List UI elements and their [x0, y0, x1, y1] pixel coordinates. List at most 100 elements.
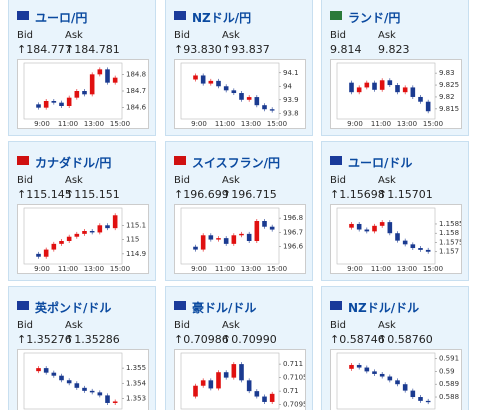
candle [231, 90, 237, 94]
ask-value: ↑1.15701 [378, 188, 433, 201]
candle [105, 395, 110, 403]
y-tick-label: 1.1575 [439, 238, 461, 246]
candle [410, 390, 416, 398]
candle [349, 223, 354, 228]
ask-label: Ask [65, 30, 83, 41]
candle [208, 80, 214, 84]
y-tick-label: 93.8 [283, 109, 299, 117]
candle [89, 74, 95, 95]
candle [349, 82, 354, 93]
y-tick-label: 9.82 [439, 93, 455, 101]
pair-name[interactable]: ユーロ/ドル [348, 156, 413, 170]
bid-value: ↑93.830 [174, 43, 222, 56]
plot-frame [336, 62, 436, 120]
y-tick-label: 196.7 [283, 228, 303, 236]
candle [364, 82, 370, 88]
candle [216, 238, 221, 240]
x-tick-label: 13:00 [241, 120, 261, 128]
pair-name[interactable]: スイスフラン/円 [192, 156, 281, 170]
flag-icon [174, 156, 186, 165]
candle [246, 380, 252, 392]
y-tick-label: 1.353 [126, 394, 146, 402]
candle [387, 222, 393, 234]
candle [349, 364, 354, 369]
x-tick-label: 9:00 [191, 120, 207, 128]
bid-label: Bid [17, 175, 33, 186]
candle [112, 215, 118, 229]
pair-name[interactable]: NZドル/円 [192, 11, 252, 25]
chart-box: 94.1 94 93.9 93.8 9:00 11:00 13:00 15:00 [174, 59, 306, 129]
candle [372, 371, 377, 374]
pair-name[interactable]: ユーロ/円 [35, 11, 88, 25]
y-tick-label: 115.1 [126, 221, 146, 229]
ask-value: ↑115.151 [65, 188, 120, 201]
candle [51, 243, 57, 250]
candle [66, 236, 72, 241]
y-tick-label: 0.591 [439, 355, 459, 363]
bid-value: ↑1.35276 [17, 333, 72, 346]
bid-label: Bid [174, 320, 190, 331]
x-tick-label: 9:00 [347, 120, 363, 128]
candle [43, 368, 49, 373]
candle [269, 109, 275, 111]
candle [200, 380, 206, 386]
y-tick-label: 196.6 [283, 243, 304, 251]
flag-icon [17, 301, 29, 310]
mini-chart: 94.1 94 93.9 93.8 9:00 11:00 13:00 15:00 [180, 62, 299, 128]
candle [379, 222, 385, 226]
candle [364, 367, 370, 372]
x-tick-label: 15:00 [110, 265, 130, 273]
ask-label: Ask [378, 175, 396, 186]
flag-icon [17, 156, 29, 165]
pair-name[interactable]: カナダドル/円 [35, 156, 112, 170]
x-tick-label: 11:00 [371, 120, 391, 128]
y-tick-label: 93.9 [283, 96, 299, 104]
pair-name[interactable]: 英ポンド/ドル [35, 301, 112, 315]
bid-value: ↑1.15698 [330, 188, 385, 201]
candle [262, 105, 267, 110]
candle [82, 91, 87, 95]
x-tick-label: 11:00 [58, 265, 78, 273]
x-tick-label: 13:00 [397, 120, 417, 128]
y-tick-label: 0.7105 [283, 374, 305, 382]
ask-label: Ask [378, 320, 396, 331]
candle [208, 380, 214, 389]
candle [418, 248, 423, 250]
candle [262, 396, 267, 402]
bid-label: Bid [174, 30, 190, 41]
bid-label: Bid [330, 175, 346, 186]
pair-name[interactable]: 豪ドル/ドル [192, 301, 257, 315]
candle [193, 385, 198, 397]
candle [254, 221, 260, 241]
flag-icon [174, 301, 186, 310]
candle [231, 364, 237, 378]
candle [82, 231, 87, 234]
bid-label: Bid [330, 30, 346, 41]
rate-tile: ユーロ/円 Bid Ask ↑184.777 ↑184.781 184.8 184.7 184… [8, 0, 156, 136]
bid-value: 9.814 [330, 43, 362, 56]
x-tick-label: 9:00 [34, 120, 50, 128]
y-tick-label: 9.83 [439, 69, 455, 77]
candle [387, 80, 393, 86]
y-tick-label: 1.157 [439, 248, 459, 256]
x-tick-label: 13:00 [84, 265, 104, 273]
candle [356, 223, 362, 230]
flag-icon [330, 156, 342, 165]
candle [51, 372, 57, 376]
ask-value: ↑0.58760 [378, 333, 433, 346]
pair-name[interactable]: ランド/円 [348, 11, 401, 25]
candle [231, 235, 237, 244]
candle [74, 233, 80, 237]
x-tick-label: 13:00 [84, 120, 104, 128]
pair-name[interactable]: NZドル/ドル [348, 301, 420, 315]
plot-frame [336, 207, 436, 265]
y-tick-label: 184.8 [126, 70, 146, 78]
candle [395, 85, 400, 93]
